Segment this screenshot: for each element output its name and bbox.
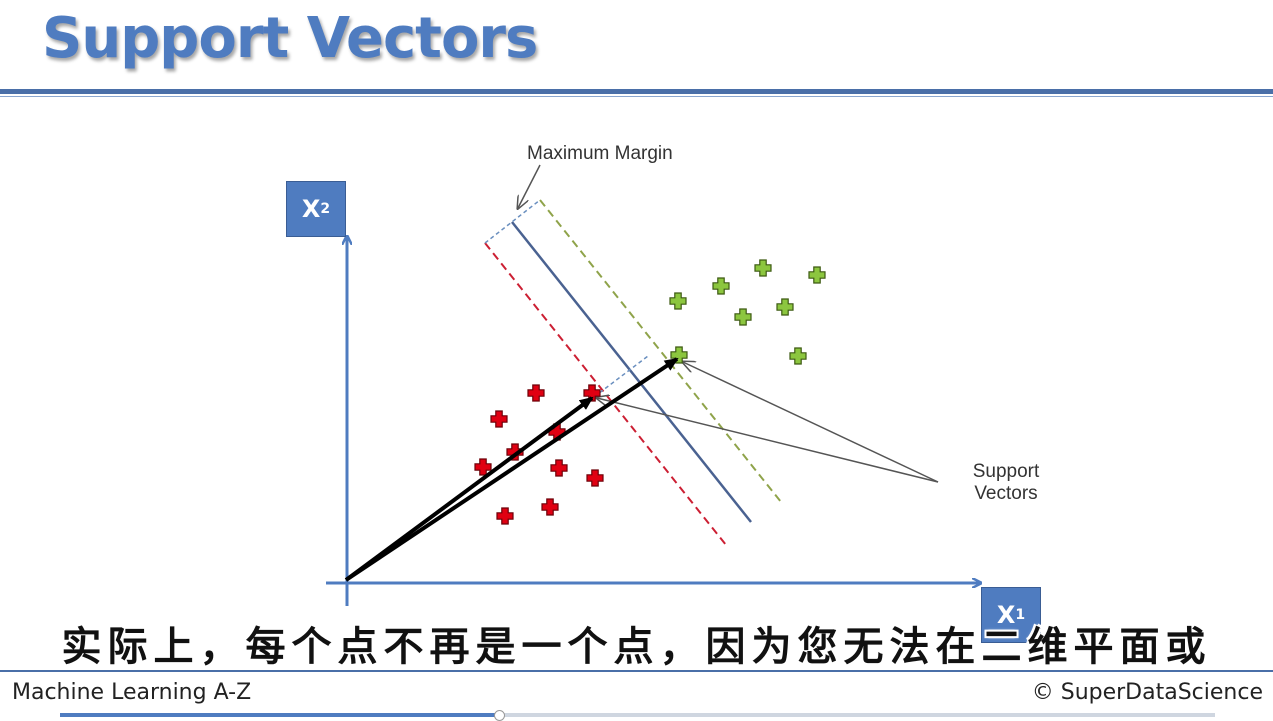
plus-icon <box>808 266 826 284</box>
footer-divider <box>0 670 1273 672</box>
plus-icon <box>669 292 687 310</box>
x1-label-sub: 1 <box>1015 607 1026 623</box>
support-annotation-line2: Vectors <box>974 483 1038 504</box>
vectors-group <box>344 357 679 582</box>
plus-icon <box>789 347 807 365</box>
plus-icon <box>583 384 601 402</box>
x2-label-sub: 2 <box>320 201 331 217</box>
video-progress-bar[interactable] <box>60 710 1215 721</box>
hyperplane-line <box>511 221 752 523</box>
support-vectors-annotation: Support Vectors <box>966 461 1046 505</box>
margin-pointer <box>518 164 541 208</box>
plus-icon <box>527 384 545 402</box>
title-divider-thin <box>0 96 1273 97</box>
course-name: Machine Learning A-Z <box>12 680 252 705</box>
plus-icon <box>490 410 508 428</box>
slide-title: Support Vectors <box>42 6 538 71</box>
maximum-margin-annotation: Maximum Margin <box>527 143 673 164</box>
video-progress-fill <box>60 713 499 717</box>
support-annotation-line1: Support <box>972 461 1040 482</box>
x2-label-text: X <box>301 195 321 223</box>
plus-icon <box>586 469 604 487</box>
video-progress-handle[interactable] <box>493 710 505 721</box>
plus-icon <box>734 308 752 326</box>
plus-icon <box>712 277 730 295</box>
plus-icon <box>754 259 772 277</box>
plus-icon <box>550 459 568 477</box>
vector-to-red-support <box>344 396 594 582</box>
red-points-group <box>474 384 604 525</box>
support-pointer-red <box>597 398 939 483</box>
plus-icon <box>670 346 688 364</box>
plus-icon <box>506 443 524 461</box>
vector-to-green-support <box>344 357 679 582</box>
support-pointer-green <box>683 362 939 483</box>
green-points-group <box>669 259 826 365</box>
margin-width-top <box>484 199 541 244</box>
copyright-text: © SuperDataScience <box>1031 680 1263 705</box>
video-subtitle: 实际上，每个点不再是一个点，因为您无法在二维平面或 <box>61 624 1212 670</box>
x1-label-text: X <box>996 601 1016 629</box>
plus-icon <box>496 507 514 525</box>
title-divider <box>0 89 1273 94</box>
margin-width-bottom <box>593 355 649 398</box>
plus-icon <box>776 298 794 316</box>
plus-icon <box>541 498 559 516</box>
